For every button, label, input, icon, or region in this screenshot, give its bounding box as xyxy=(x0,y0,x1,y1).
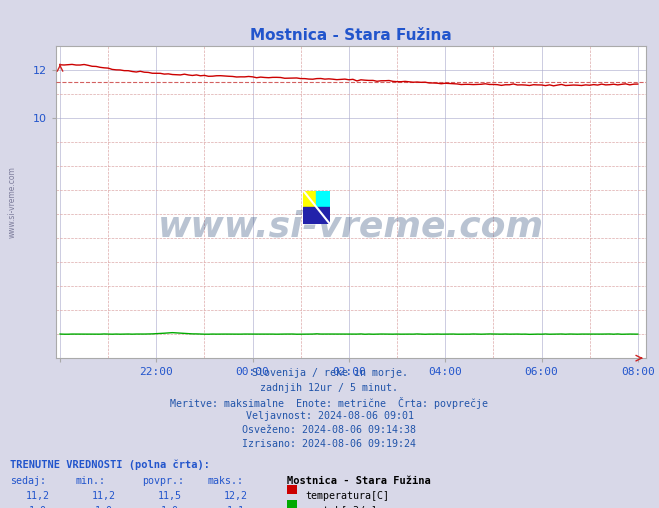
Text: povpr.:: povpr.: xyxy=(142,476,184,486)
Text: temperatura[C]: temperatura[C] xyxy=(305,491,389,501)
Text: maks.:: maks.: xyxy=(208,476,244,486)
Text: min.:: min.: xyxy=(76,476,106,486)
Polygon shape xyxy=(316,190,330,207)
Text: www.si-vreme.com: www.si-vreme.com xyxy=(158,210,544,244)
Text: TRENUTNE VREDNOSTI (polna črta):: TRENUTNE VREDNOSTI (polna črta): xyxy=(10,460,210,470)
Polygon shape xyxy=(303,207,330,224)
Text: 11,2: 11,2 xyxy=(92,491,116,501)
Text: pretok[m3/s]: pretok[m3/s] xyxy=(305,506,377,508)
Title: Mostnica - Stara Fužina: Mostnica - Stara Fužina xyxy=(250,28,452,43)
Text: Meritve: maksimalne  Enote: metrične  Črta: povprečje: Meritve: maksimalne Enote: metrične Črta… xyxy=(171,397,488,409)
Text: Mostnica - Stara Fužina: Mostnica - Stara Fužina xyxy=(287,476,430,486)
Text: 11,5: 11,5 xyxy=(158,491,182,501)
Text: Slovenija / reke in morje.: Slovenija / reke in morje. xyxy=(252,368,407,378)
Polygon shape xyxy=(303,190,316,207)
Text: zadnjih 12ur / 5 minut.: zadnjih 12ur / 5 minut. xyxy=(260,383,399,393)
Text: 1,0: 1,0 xyxy=(29,506,47,508)
Text: sedaj:: sedaj: xyxy=(10,476,46,486)
Text: 11,2: 11,2 xyxy=(26,491,50,501)
Text: 1,1: 1,1 xyxy=(227,506,244,508)
Text: Veljavnost: 2024-08-06 09:01: Veljavnost: 2024-08-06 09:01 xyxy=(246,411,413,421)
Text: Izrisano: 2024-08-06 09:19:24: Izrisano: 2024-08-06 09:19:24 xyxy=(243,439,416,450)
Text: Osveženo: 2024-08-06 09:14:38: Osveženo: 2024-08-06 09:14:38 xyxy=(243,425,416,435)
Polygon shape xyxy=(316,190,330,207)
Text: 1,0: 1,0 xyxy=(95,506,113,508)
Text: 1,0: 1,0 xyxy=(161,506,179,508)
Text: www.si-vreme.com: www.si-vreme.com xyxy=(7,166,16,238)
Text: 12,2: 12,2 xyxy=(223,491,248,501)
